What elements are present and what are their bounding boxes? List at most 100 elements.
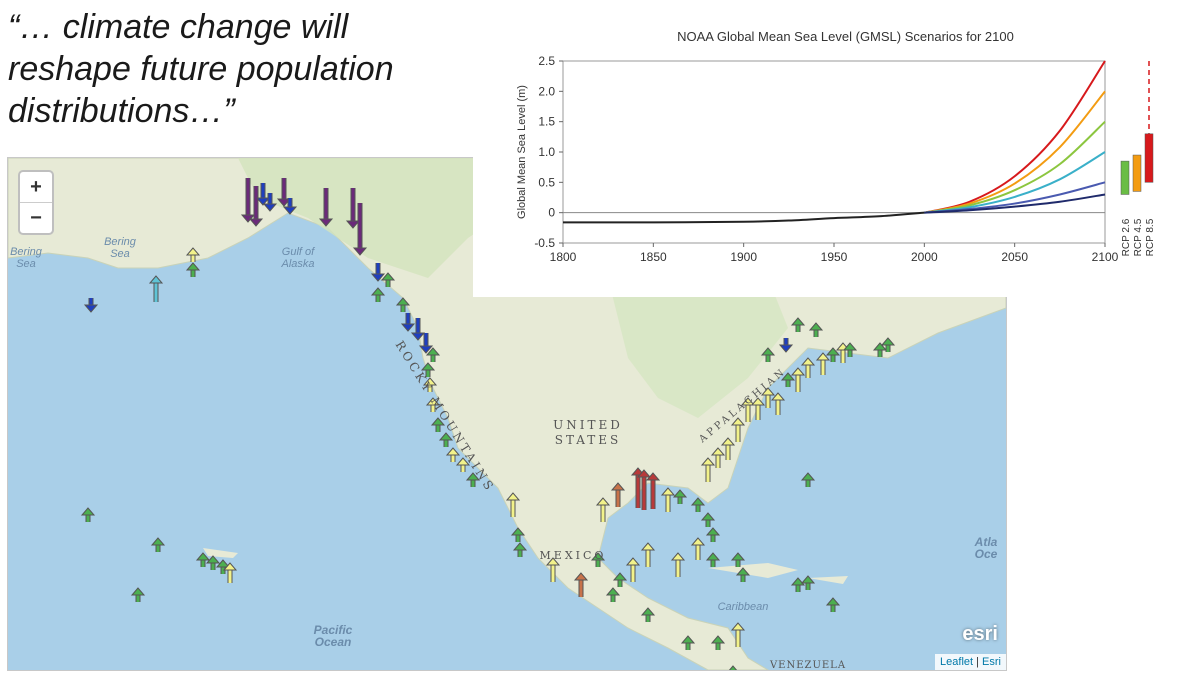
- sea-level-arrow-marker[interactable]: [590, 552, 606, 567]
- sea-level-arrow-marker[interactable]: [790, 367, 806, 392]
- scenario-line: [924, 193, 1106, 214]
- sea-level-arrow-marker[interactable]: [512, 542, 528, 557]
- sea-level-arrow-marker[interactable]: [705, 527, 721, 542]
- sea-level-arrow-marker[interactable]: [700, 457, 716, 482]
- sea-level-arrow-marker[interactable]: [690, 537, 706, 560]
- sea-level-arrow-marker[interactable]: [700, 512, 716, 527]
- sea-level-arrow-marker[interactable]: [778, 338, 794, 353]
- sea-level-arrow-marker[interactable]: [800, 357, 816, 378]
- sea-level-arrow-marker[interactable]: [710, 447, 726, 468]
- sea-level-arrow-marker[interactable]: [750, 397, 766, 420]
- sea-level-arrow-marker[interactable]: [825, 347, 841, 362]
- sea-level-arrow-marker[interactable]: [735, 567, 751, 582]
- sea-level-arrow-marker[interactable]: [710, 635, 726, 650]
- sea-level-arrow-marker[interactable]: [880, 337, 896, 352]
- sea-level-arrow-marker[interactable]: [455, 457, 471, 472]
- sea-level-arrow-marker[interactable]: [730, 552, 746, 567]
- sea-level-arrow-marker[interactable]: [240, 178, 256, 223]
- sea-level-arrow-marker[interactable]: [248, 186, 264, 227]
- sea-level-arrow-marker[interactable]: [625, 557, 641, 582]
- sea-level-arrow-marker[interactable]: [370, 287, 386, 302]
- sea-level-arrow-marker[interactable]: [318, 188, 334, 227]
- sea-level-arrow-marker[interactable]: [422, 377, 438, 392]
- zoom-in-button[interactable]: +: [30, 176, 42, 198]
- sea-level-arrow-marker[interactable]: [800, 472, 816, 487]
- sea-level-arrow-marker[interactable]: [740, 397, 756, 422]
- sea-level-arrow-marker[interactable]: [148, 275, 164, 302]
- sea-level-arrow-marker[interactable]: [760, 347, 776, 362]
- sea-level-arrow-marker[interactable]: [418, 333, 434, 354]
- sea-level-arrow-marker[interactable]: [465, 472, 481, 487]
- sea-level-arrow-marker[interactable]: [262, 193, 278, 212]
- sea-level-arrow-marker[interactable]: [730, 417, 746, 442]
- esri-link[interactable]: Esri: [982, 656, 1001, 668]
- sea-level-arrow-marker[interactable]: [445, 447, 461, 462]
- sea-level-arrow-marker[interactable]: [825, 597, 841, 612]
- sea-level-arrow-marker[interactable]: [430, 417, 446, 432]
- sea-level-arrow-marker[interactable]: [636, 469, 652, 510]
- sea-level-arrow-marker[interactable]: [808, 322, 824, 337]
- sea-level-arrow-marker[interactable]: [352, 203, 368, 256]
- sea-level-arrow-marker[interactable]: [573, 572, 589, 597]
- sea-level-arrow-marker[interactable]: [276, 178, 292, 207]
- sea-level-arrow-marker[interactable]: [370, 263, 386, 282]
- sea-level-arrow-marker[interactable]: [720, 437, 736, 460]
- sea-level-arrow-marker[interactable]: [282, 198, 298, 215]
- leaflet-link[interactable]: Leaflet: [940, 656, 974, 668]
- sea-level-arrow-marker[interactable]: [842, 342, 858, 357]
- sea-level-arrow-marker[interactable]: [612, 572, 628, 587]
- sea-level-arrow-marker[interactable]: [605, 587, 621, 602]
- sea-level-arrow-marker[interactable]: [800, 575, 816, 590]
- sea-level-arrow-marker[interactable]: [195, 552, 211, 567]
- x-tick-label: 1950: [821, 250, 848, 264]
- sea-level-arrow-marker[interactable]: [690, 497, 706, 512]
- east-forest: [608, 278, 788, 418]
- sea-level-arrow-marker[interactable]: [780, 372, 796, 387]
- sea-level-arrow-marker[interactable]: [255, 183, 271, 206]
- sea-level-arrow-marker[interactable]: [730, 622, 746, 647]
- y-axis-label: Global Mean Sea Level (m): [516, 85, 528, 219]
- sea-level-arrow-marker[interactable]: [705, 552, 721, 567]
- sea-level-arrow-marker[interactable]: [660, 487, 676, 512]
- y-tick-label: 0.5: [538, 175, 555, 189]
- chart-canvas: -0.5 0 0.5 1.0 1.5 2.0 2.5 1800 1850 1900 1950 2000…: [516, 54, 1156, 264]
- sea-level-arrow-marker[interactable]: [670, 552, 686, 577]
- sea-level-arrow-marker[interactable]: [425, 347, 441, 362]
- sea-level-arrow-marker[interactable]: [400, 313, 416, 332]
- zoom-out-button[interactable]: −: [20, 202, 52, 233]
- x-tick-label: 1800: [550, 250, 577, 264]
- sea-level-arrow-marker[interactable]: [205, 555, 221, 570]
- sea-level-arrow-marker[interactable]: [770, 392, 786, 415]
- sea-level-arrow-marker[interactable]: [595, 497, 611, 522]
- sea-level-arrow-marker[interactable]: [640, 607, 656, 622]
- sea-level-arrow-marker[interactable]: [815, 352, 831, 375]
- sea-level-arrow-marker[interactable]: [790, 577, 806, 592]
- sea-level-arrow-marker[interactable]: [395, 297, 411, 312]
- sea-level-arrow-marker[interactable]: [872, 342, 888, 357]
- sea-level-arrow-marker[interactable]: [83, 298, 99, 313]
- sea-level-arrow-marker[interactable]: [672, 489, 688, 504]
- sea-level-arrow-marker[interactable]: [760, 387, 776, 408]
- sea-level-arrow-marker[interactable]: [80, 507, 96, 522]
- sea-level-arrow-marker[interactable]: [438, 432, 454, 447]
- sea-level-arrow-marker[interactable]: [645, 472, 661, 509]
- sea-level-arrow-marker[interactable]: [727, 665, 739, 670]
- sea-level-arrow-marker[interactable]: [410, 318, 426, 341]
- sea-level-arrow-marker[interactable]: [222, 562, 238, 583]
- sea-level-arrow-marker[interactable]: [420, 362, 436, 377]
- sea-level-arrow-marker[interactable]: [185, 247, 201, 262]
- sea-level-arrow-marker[interactable]: [185, 262, 201, 277]
- sea-level-arrow-marker[interactable]: [150, 537, 166, 552]
- sea-level-arrow-marker[interactable]: [680, 635, 696, 650]
- sea-level-arrow-marker[interactable]: [130, 587, 146, 602]
- sea-level-arrow-marker[interactable]: [640, 542, 656, 567]
- sea-level-arrow-marker[interactable]: [345, 188, 361, 229]
- sea-level-arrow-marker[interactable]: [425, 397, 441, 412]
- sea-level-arrow-marker[interactable]: [610, 482, 626, 507]
- sea-level-arrow-marker[interactable]: [215, 559, 231, 574]
- sea-level-arrow-marker[interactable]: [380, 272, 396, 287]
- sea-level-arrow-marker[interactable]: [790, 317, 806, 332]
- sea-level-arrow-marker[interactable]: [505, 492, 521, 517]
- sea-level-arrow-marker[interactable]: [510, 527, 526, 542]
- sea-level-arrow-marker[interactable]: [545, 557, 561, 582]
